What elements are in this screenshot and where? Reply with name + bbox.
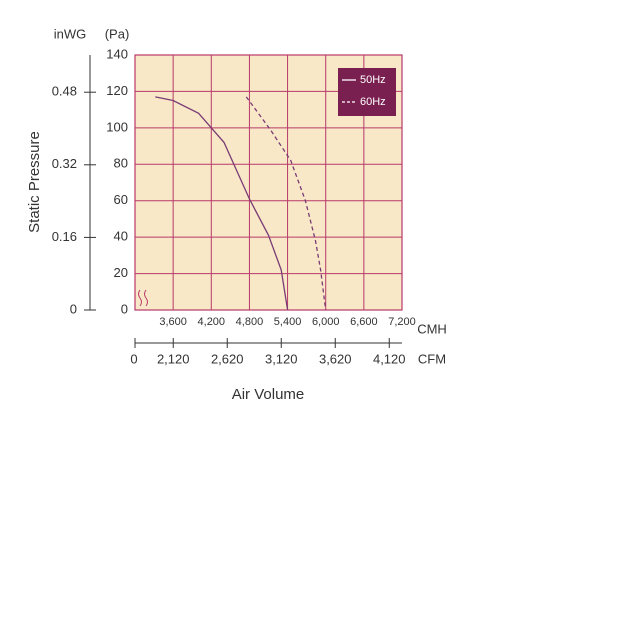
y2-tick-label: 0	[70, 301, 77, 316]
x-tick-label: 5,400	[274, 316, 302, 328]
x2-break-label: 0	[130, 351, 137, 366]
x-tick-label: 6,000	[312, 316, 340, 328]
x2-tick-label: 4,120	[373, 351, 406, 366]
x-axis-label: Air Volume	[232, 386, 305, 403]
x2-tick-label: 2,620	[211, 351, 244, 366]
y2-unit-label: (Pa)	[105, 26, 130, 41]
series-line	[245, 96, 327, 311]
legend-label: 50Hz	[360, 74, 386, 86]
legend-box	[338, 68, 396, 116]
y-tick-label: 80	[114, 156, 128, 171]
y-tick-label: 100	[106, 119, 128, 134]
x-tick-label: 6,600	[350, 316, 378, 328]
y-tick-label: 0	[121, 301, 128, 316]
series-line	[155, 96, 289, 311]
y2-tick-label: 0.16	[52, 229, 77, 244]
x2-unit-label: CFM	[418, 351, 446, 366]
x2-tick-label: 2,120	[157, 351, 190, 366]
y-tick-label: 120	[106, 83, 128, 98]
legend-label: 60Hz	[360, 96, 386, 108]
axis-break	[138, 289, 148, 307]
x-tick-label: 4,800	[236, 316, 264, 328]
y2-tick-label: 0.32	[52, 156, 77, 171]
y-tick-label: 40	[114, 229, 128, 244]
x-tick-label: 3,600	[159, 316, 187, 328]
y2-tick-label: 0.48	[52, 84, 77, 99]
y-tick-label: 60	[114, 192, 128, 207]
x-unit-label: CMH	[417, 321, 447, 336]
y-tick-label: 140	[106, 46, 128, 61]
x-tick-label: 7,200	[388, 316, 416, 328]
x2-tick-label: 3,620	[319, 351, 352, 366]
y-unit-label: inWG	[54, 26, 87, 41]
x-tick-label: 4,200	[198, 316, 226, 328]
y-axis-label: Static Pressure	[26, 131, 43, 233]
y-tick-label: 20	[114, 265, 128, 280]
x2-tick-label: 3,120	[265, 351, 298, 366]
